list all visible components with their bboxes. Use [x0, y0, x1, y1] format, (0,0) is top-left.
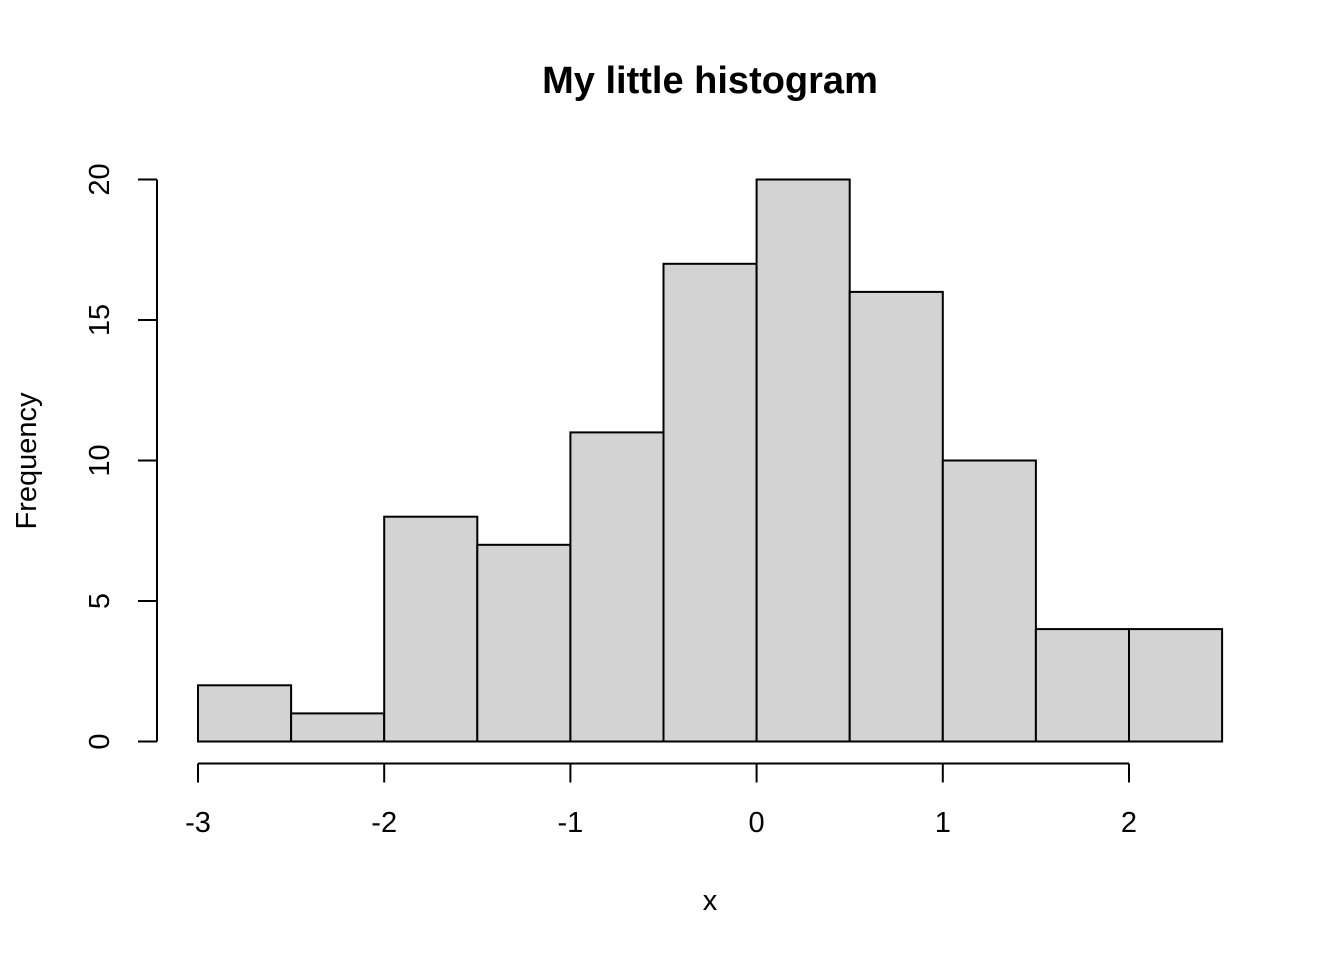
- histogram-bar-8: [941, 459, 1037, 743]
- y-tick-label-4: 20: [84, 163, 116, 195]
- histogram-bar-2: [383, 515, 479, 743]
- histogram-bar-1: [290, 712, 386, 743]
- histogram-bar-7: [848, 290, 944, 743]
- y-axis-label: Frequency: [11, 392, 43, 530]
- y-tick-label-3: 15: [84, 304, 116, 336]
- x-tick-label-1: -2: [371, 807, 397, 839]
- y-tick-label-2: 10: [84, 444, 116, 476]
- x-tick-label-3: 0: [749, 807, 765, 839]
- y-axis: 0 5 10 15 20: [84, 163, 158, 750]
- x-tick-label-4: 1: [935, 807, 951, 839]
- histogram-bar-6: [755, 178, 851, 743]
- chart-title: My little histogram: [542, 60, 878, 102]
- histogram-bar-3: [476, 543, 572, 743]
- histogram-bar-9: [1034, 628, 1131, 743]
- x-tick-label-0: -3: [185, 807, 211, 839]
- histogram-bar-0: [197, 684, 293, 743]
- y-tick-label-1: 5: [84, 593, 116, 609]
- x-tick-label-2: -1: [558, 807, 584, 839]
- histogram-bar-10: [1128, 628, 1224, 743]
- y-tick-label-0: 0: [84, 733, 116, 749]
- x-tick-label-5: 2: [1121, 807, 1137, 839]
- x-axis: -3 -2 -1 0 1 2: [185, 762, 1137, 839]
- histogram-bar-4: [569, 431, 665, 743]
- bars-group: [197, 178, 1224, 743]
- x-axis-label: x: [703, 885, 718, 917]
- histogram-bar-5: [662, 262, 758, 743]
